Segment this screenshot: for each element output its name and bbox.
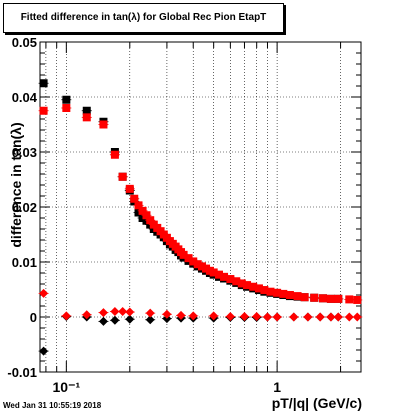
y-tick-label: -0.01 xyxy=(7,365,37,380)
series-3-point xyxy=(252,311,262,321)
series-3-point xyxy=(225,311,235,321)
series-3-point xyxy=(188,311,198,321)
chart-title: Fitted difference in tan(λ) for Global R… xyxy=(3,3,284,33)
series-3-point xyxy=(333,312,343,322)
series-1-point xyxy=(318,294,327,303)
y-tick-label: 0.05 xyxy=(12,35,37,50)
series-1-point xyxy=(226,275,235,284)
series-3-point xyxy=(272,312,282,322)
series-1-point xyxy=(285,291,294,299)
series-3-point xyxy=(289,312,299,322)
series-1-point xyxy=(179,250,188,259)
series-3-point xyxy=(303,312,313,322)
series-3-point xyxy=(39,288,49,298)
y-tick-label: 0 xyxy=(30,310,37,325)
series-1-point xyxy=(279,289,288,298)
series-3-point xyxy=(239,311,249,321)
series-3-point xyxy=(162,309,172,319)
series-0-point xyxy=(134,208,143,217)
series-1-point xyxy=(193,260,202,269)
series-3-point xyxy=(145,308,155,318)
series-3-point xyxy=(98,308,108,318)
series-1-point xyxy=(293,292,302,301)
series-3-point xyxy=(352,312,362,322)
series-1-point xyxy=(209,268,218,277)
series-1-point xyxy=(249,282,258,291)
series-1-point xyxy=(118,172,127,181)
series-1-point xyxy=(220,272,229,281)
series-1-point xyxy=(99,120,108,129)
series-1-point xyxy=(125,184,134,193)
series-1-point xyxy=(39,106,48,115)
series-2-point xyxy=(39,346,49,356)
series-1-point xyxy=(232,277,241,286)
series-1-point xyxy=(146,216,155,225)
series-1-point xyxy=(334,294,343,303)
series-3-point xyxy=(125,307,135,317)
series-1-point xyxy=(273,288,282,297)
series-1-point xyxy=(184,254,193,263)
y-tick-label: 0.04 xyxy=(12,90,38,105)
series-3-point xyxy=(176,310,186,320)
series-1-point xyxy=(353,295,362,304)
series-1-point xyxy=(243,281,252,290)
series-0-point xyxy=(82,106,91,115)
y-tick-label: 0.02 xyxy=(12,200,37,215)
series-1-point xyxy=(110,150,119,159)
series-2-point xyxy=(98,316,108,326)
series-1-point xyxy=(130,194,139,203)
series-3-point xyxy=(82,310,92,320)
series-1-point xyxy=(82,113,91,122)
series-3-point xyxy=(209,311,219,321)
series-1-point xyxy=(254,284,263,293)
timestamp: Wed Jan 31 10:55:19 2018 xyxy=(3,401,102,410)
series-1-point xyxy=(62,104,71,112)
series-2-point xyxy=(125,314,135,324)
series-1-point xyxy=(197,262,206,271)
series-1-point xyxy=(326,294,335,303)
series-1-point xyxy=(310,293,319,302)
series-1-point xyxy=(142,211,151,220)
y-axis-label: difference in tan(λ) xyxy=(8,122,24,248)
series-2-point xyxy=(110,315,120,325)
x-tick-label: 1 xyxy=(273,379,281,395)
series-3-point xyxy=(110,307,120,316)
series-1-point xyxy=(237,279,246,288)
series-3-point xyxy=(315,312,325,322)
y-tick-label: 0.01 xyxy=(12,255,37,270)
series-2-point xyxy=(145,315,155,325)
series-1-point xyxy=(189,257,198,266)
series-0-point xyxy=(62,95,71,104)
x-axis-label: pT/|q| (GeV/c) xyxy=(271,395,362,411)
series-1-point xyxy=(215,270,224,279)
series-1-point xyxy=(260,286,269,295)
series-3-point xyxy=(61,311,71,321)
series-1-point xyxy=(345,295,354,304)
series-1-point xyxy=(138,206,147,215)
series-1-point xyxy=(300,293,309,302)
series-3-point xyxy=(326,312,336,322)
series-0-point xyxy=(39,79,48,88)
series-3-point xyxy=(262,312,272,322)
x-tick-label: 10⁻¹ xyxy=(53,379,81,395)
y-tick-label: 0.03 xyxy=(12,145,37,160)
series-1-point xyxy=(266,287,275,296)
series-3-point xyxy=(118,307,128,316)
series-3-point xyxy=(344,312,354,322)
series-1-point xyxy=(134,201,143,210)
